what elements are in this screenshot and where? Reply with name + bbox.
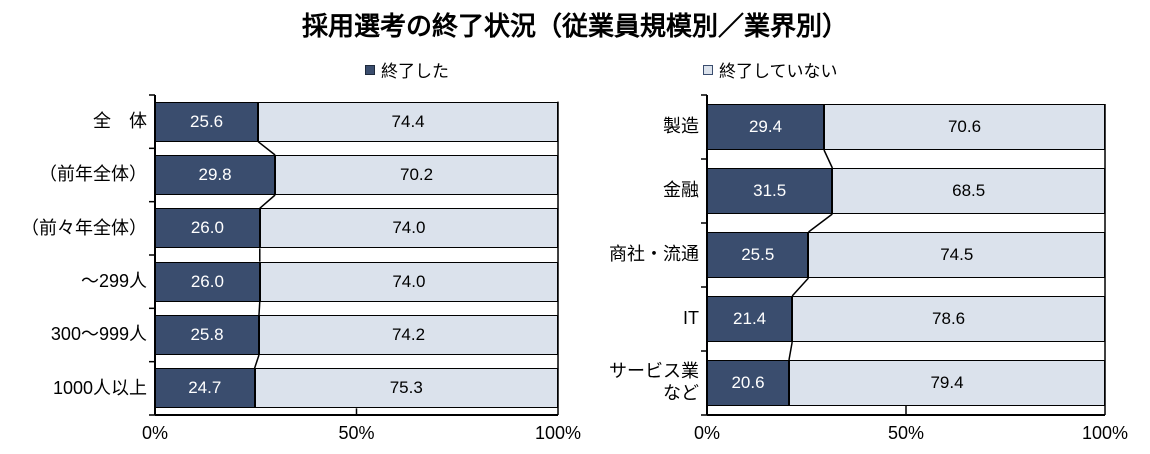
category-label: （前年全体）: [39, 164, 147, 185]
x-axis-tick-label: 100%: [1081, 423, 1129, 443]
bar-row: 25.8 74.2: [155, 315, 558, 355]
category-label: 製造: [663, 116, 699, 137]
category-label: IT: [683, 308, 699, 329]
bar-row: 25.6 74.4: [155, 101, 558, 142]
bar-segment-done: 29.4: [707, 104, 824, 150]
bar-row: 25.5 74.5: [707, 232, 1105, 278]
category-label: 1000人以上: [52, 377, 147, 398]
x-axis-tick-label: 100%: [534, 423, 582, 443]
bar-segment-not-done: 74.4: [258, 101, 558, 142]
x-axis-tick-label: 0%: [141, 423, 169, 443]
bar-segment-done: 25.5: [707, 232, 809, 278]
x-axis-tick-label: 0%: [693, 423, 721, 443]
bar-row: 29.4 70.6: [707, 104, 1105, 150]
legend-label-not-done: 終了していない: [719, 62, 838, 81]
legend-label-done: 終了した: [381, 62, 449, 81]
category-label: 商社・流通: [609, 244, 699, 265]
bar-segment-done: 21.4: [707, 296, 793, 342]
category-label: ～299人: [80, 270, 147, 291]
bar-segment-not-done: 70.2: [275, 155, 558, 195]
bar-segment-not-done: 78.6: [792, 296, 1105, 342]
category-label: サービス業 など: [609, 361, 699, 403]
category-label: （前々年全体）: [21, 217, 147, 238]
legend-item-done: 終了した: [365, 57, 449, 82]
legend-item-not-done: 終了していない: [703, 57, 838, 82]
category-label: 全 体: [93, 110, 147, 131]
category-label: 300～999人: [50, 324, 147, 345]
bar-segment-done: 20.6: [707, 360, 789, 406]
bar-row: 20.6 79.4: [707, 360, 1105, 406]
bar-segment-not-done: 79.4: [788, 360, 1105, 406]
bar-segment-not-done: 74.0: [259, 208, 558, 249]
bar-segment-not-done: 74.0: [259, 261, 558, 302]
legend-marker-not-done-icon: [703, 64, 713, 75]
axis-and-series-lines: [149, 94, 559, 416]
bar-segment-not-done: 74.2: [258, 315, 558, 355]
bar-row: 29.8 70.2: [155, 155, 558, 195]
bar-segment-done: 25.6: [155, 101, 259, 142]
bar-row: 26.0 74.0: [155, 208, 558, 249]
bar-segment-done: 26.0: [155, 208, 260, 249]
bar-segment-not-done: 70.6: [824, 104, 1105, 150]
bar-segment-done: 25.8: [155, 315, 259, 355]
chart-title: 採用選考の終了状況（従業員規模別／業界別）: [301, 11, 848, 41]
category-label: 金融: [663, 180, 699, 201]
bar-segment-done: 26.0: [155, 261, 260, 302]
bar-row: 24.7 75.3: [155, 368, 558, 409]
bar-segment-not-done: 74.5: [808, 232, 1105, 278]
bar-row: 26.0 74.0: [155, 261, 558, 302]
bar-segment-done: 24.7: [155, 368, 255, 409]
axis-and-series-lines: [701, 94, 1106, 416]
bar-segment-done: 29.8: [155, 155, 276, 195]
x-axis-tick-label: 50%: [338, 423, 375, 443]
bar-segment-not-done: 68.5: [832, 168, 1105, 214]
bar-segment-done: 31.5: [707, 168, 833, 214]
bar-row: 31.5 68.5: [707, 168, 1105, 214]
x-axis-tick-label: 50%: [887, 423, 925, 443]
legend-marker-done-icon: [365, 64, 375, 75]
bar-segment-not-done: 75.3: [254, 368, 558, 409]
bar-row: 21.4 78.6: [707, 296, 1105, 342]
